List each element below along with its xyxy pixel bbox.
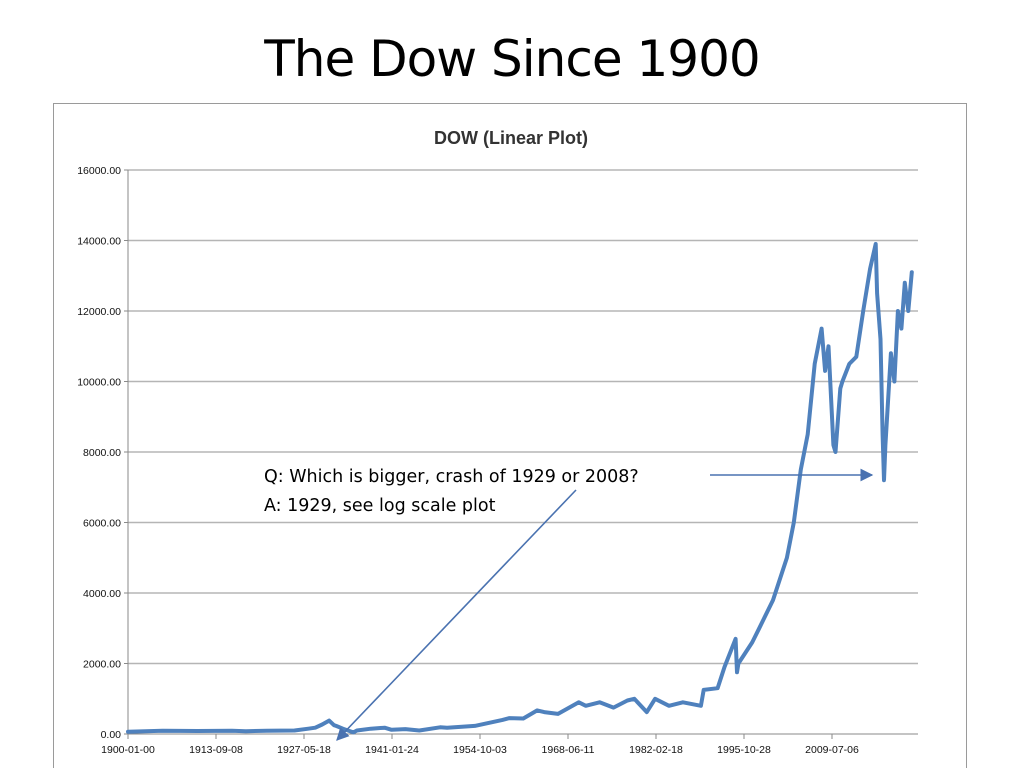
y-tick-label: 14000.00 xyxy=(77,236,121,248)
chart-frame: DOW (Linear Plot) 0.00 2000.00 4000.00 6000… xyxy=(53,103,967,768)
x-tick-labels: 1900-01-00 1913-09-08 1927-05-18 1941-01-24… xyxy=(101,734,859,756)
x-tick-label: 2009-07-06 xyxy=(805,744,859,756)
x-tick-label: 1913-09-08 xyxy=(189,744,243,756)
y-tick-label: 10000.00 xyxy=(77,377,121,389)
x-tick-label: 1968-06-11 xyxy=(542,744,595,756)
y-tick-label: 16000.00 xyxy=(77,165,121,177)
annotations: Q: Which is bigger, crash of 1929 or 200… xyxy=(264,467,874,741)
y-tick-labels: 0.00 2000.00 4000.00 6000.00 8000.00 10000.00… xyxy=(77,165,128,741)
x-tick-label: 1927-05-18 xyxy=(277,744,331,756)
annotation-question: Q: Which is bigger, crash of 1929 or 200… xyxy=(264,467,639,487)
y-tick-label: 12000.00 xyxy=(77,306,121,318)
series-layer xyxy=(126,242,914,735)
arrow-to-1929-crash xyxy=(336,489,577,741)
dow-line-chart: DOW (Linear Plot) 0.00 2000.00 4000.00 6000… xyxy=(77,128,918,756)
y-tick-label: 0.00 xyxy=(101,729,122,741)
x-tick-label: 1995-10-28 xyxy=(717,744,771,756)
x-tick-label: 1941-01-24 xyxy=(365,744,419,756)
y-tick-label: 6000.00 xyxy=(83,518,121,530)
y-tick-label: 8000.00 xyxy=(83,447,121,459)
grid-lines xyxy=(128,169,918,665)
dow-series-line xyxy=(126,242,914,735)
y-tick-label: 4000.00 xyxy=(83,588,121,600)
x-tick-label: 1900-01-00 xyxy=(101,744,155,756)
slide-title: The Dow Since 1900 xyxy=(264,30,760,88)
x-tick-label: 1982-02-18 xyxy=(629,744,683,756)
chart-title: DOW (Linear Plot) xyxy=(434,128,588,148)
x-tick-label: 1954-10-03 xyxy=(453,744,507,756)
annotation-answer: A: 1929, see log scale plot xyxy=(264,496,496,516)
y-tick-label: 2000.00 xyxy=(83,659,121,671)
